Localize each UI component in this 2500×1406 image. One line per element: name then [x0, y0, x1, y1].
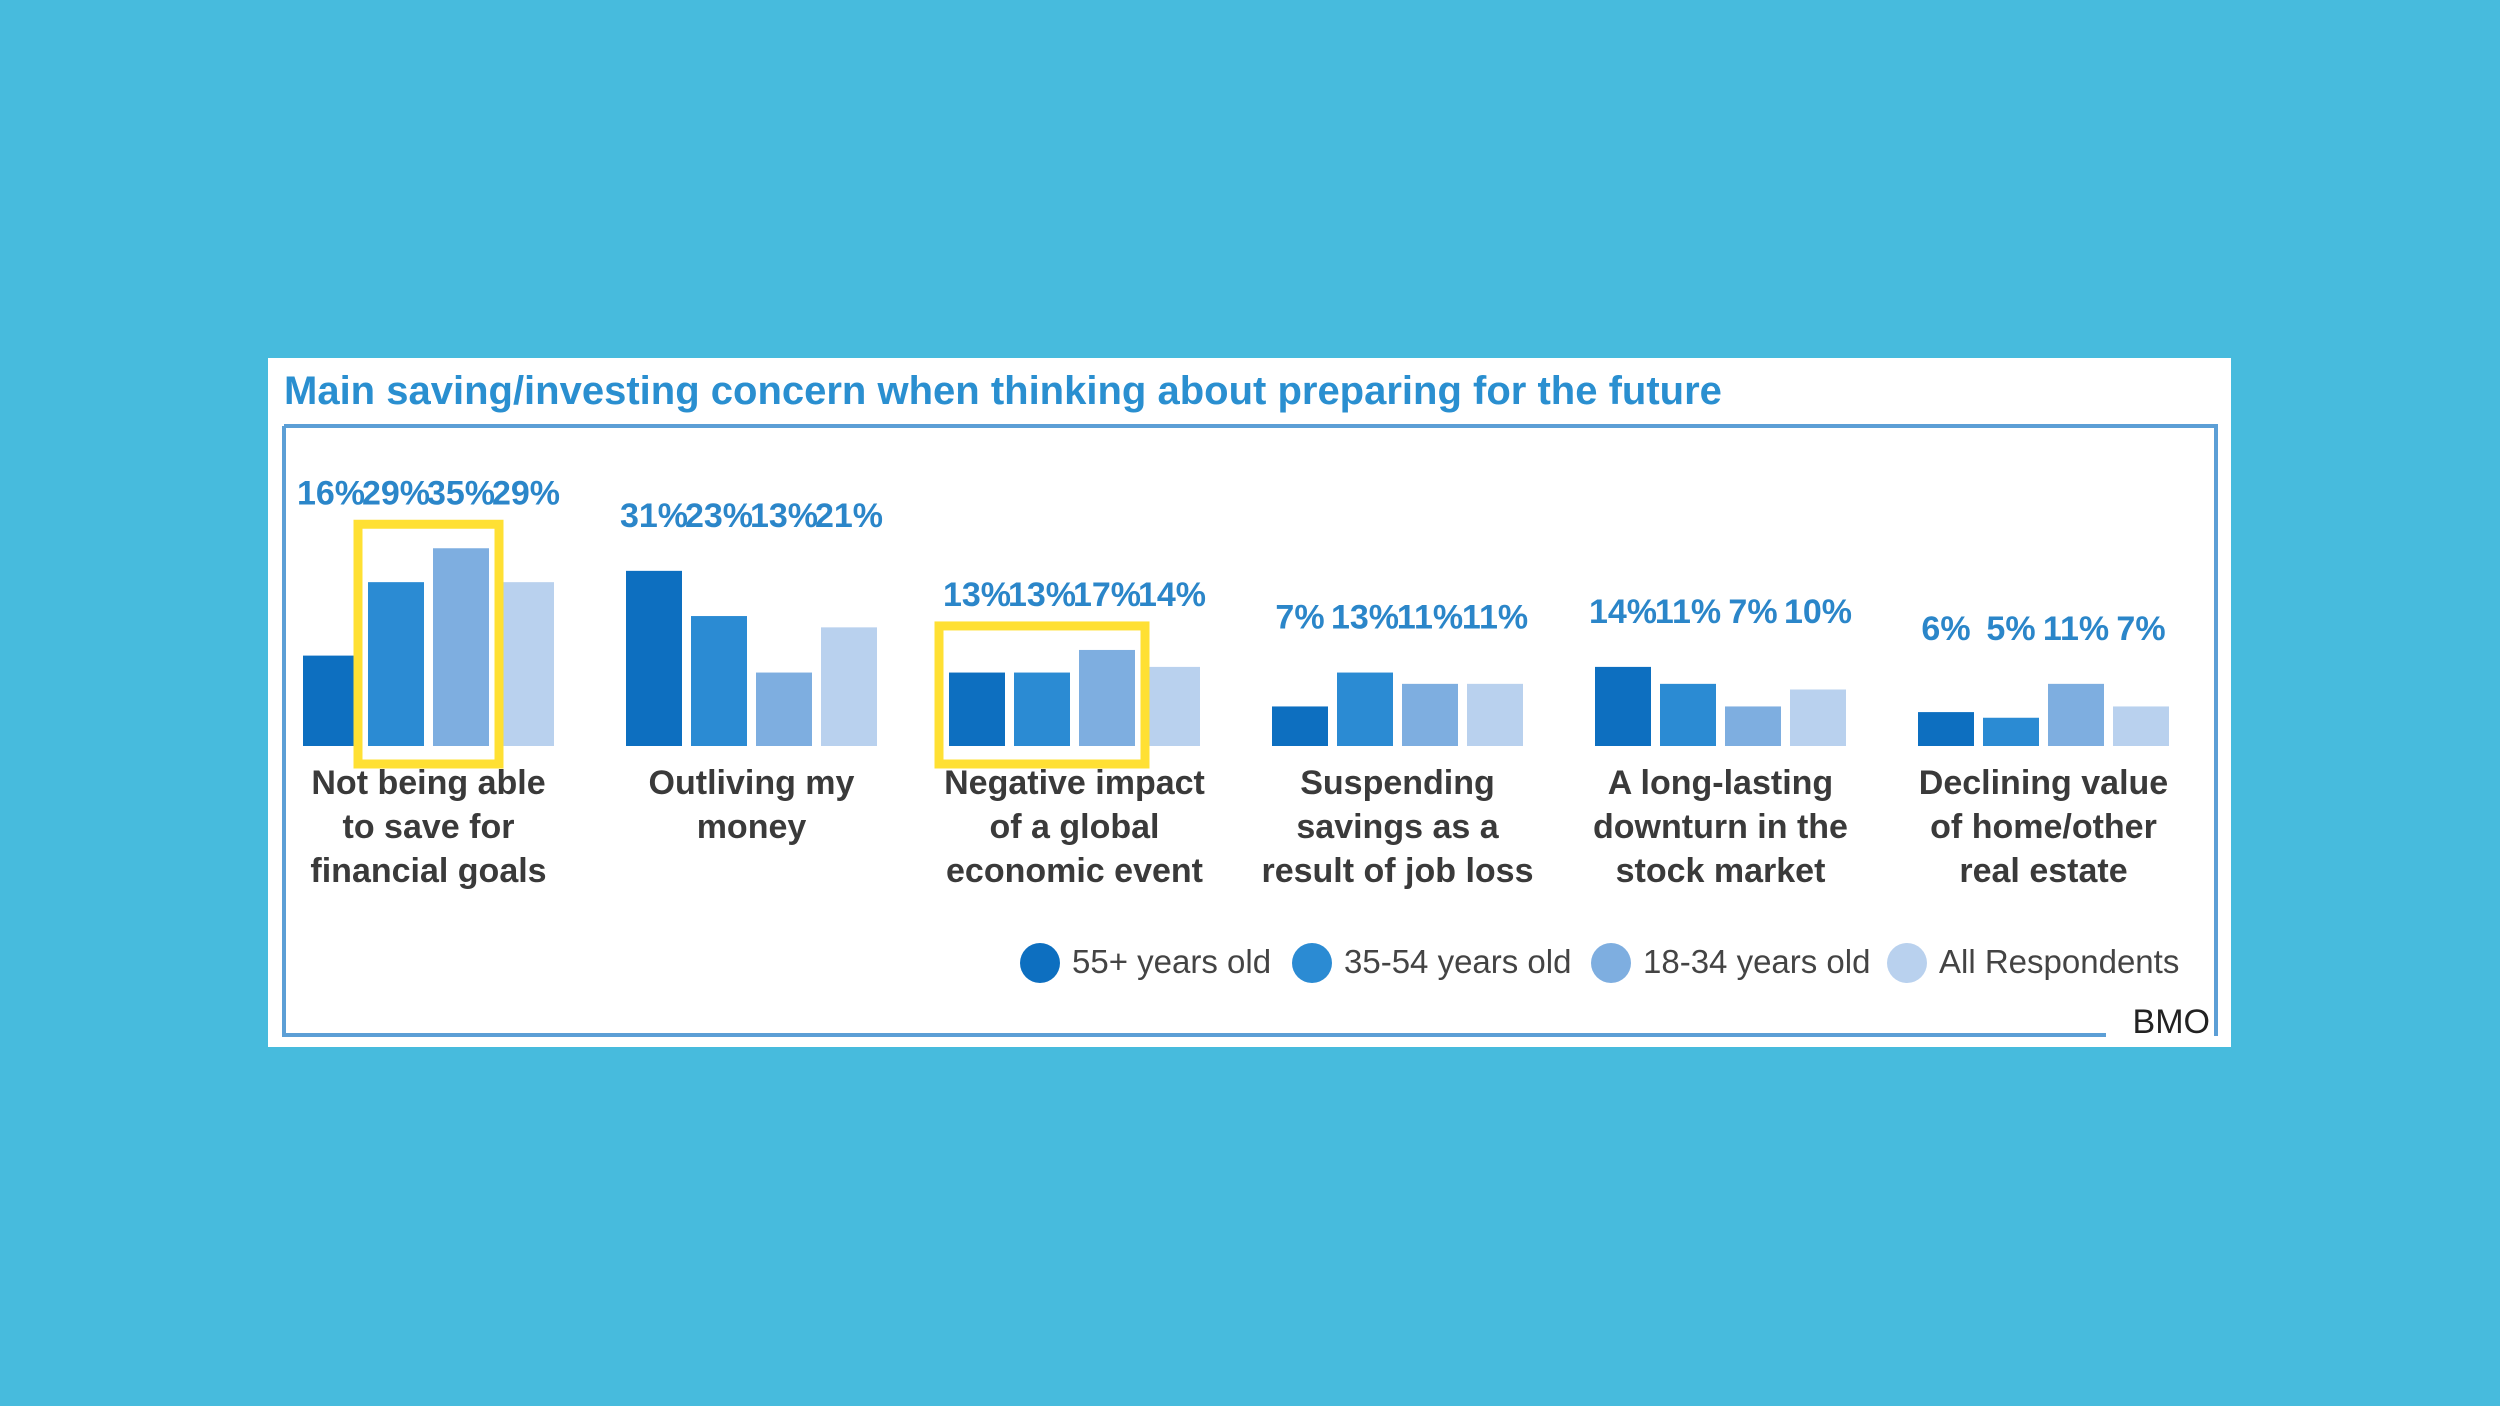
value-label: 13%	[1331, 599, 1399, 637]
value-label: 11%	[1655, 593, 1721, 631]
value-label: 10%	[1784, 593, 1852, 631]
highlight-box	[353, 519, 504, 769]
legend-label: 55+ years old	[1072, 943, 1271, 980]
bar	[1660, 683, 1716, 746]
bar	[1014, 672, 1070, 746]
value-label: 17%	[1073, 576, 1141, 614]
value-label: 5%	[1986, 610, 2035, 648]
chart-card: Main saving/investing concern when think…	[268, 358, 2231, 1047]
legend-swatch	[1292, 943, 1332, 983]
legend-swatch	[1591, 943, 1631, 983]
legend-swatch	[1887, 943, 1927, 983]
value-label: 35%	[427, 474, 495, 512]
value-label: 11%	[1397, 599, 1463, 637]
highlights-layer	[353, 519, 1150, 769]
bar	[498, 582, 554, 746]
bar	[1918, 712, 1974, 746]
value-label: 16%	[297, 474, 365, 512]
category-label: Outliving my money	[649, 764, 855, 846]
value-label: 7%	[1275, 599, 1324, 637]
bar	[303, 655, 359, 746]
bar	[691, 616, 747, 746]
bar	[1144, 666, 1200, 746]
bar	[2048, 683, 2104, 746]
legend: 55+ years old 35-54 years old 18-34 years …	[1020, 943, 2179, 983]
value-label: 7%	[2116, 610, 2165, 648]
category-label: Negative impact of a global economic event	[944, 764, 1205, 890]
bar	[1725, 706, 1781, 746]
value-label: 11%	[2043, 610, 2109, 648]
bar	[949, 672, 1005, 746]
value-label: 14%	[1138, 576, 1206, 614]
value-label: 23%	[685, 497, 753, 535]
bars-layer	[303, 548, 2169, 746]
bar	[1402, 683, 1458, 746]
highlight-box	[934, 621, 1150, 769]
category-label: Not being able to save for financial goals	[310, 764, 546, 890]
legend-label: All Respondents	[1939, 943, 2179, 980]
bar	[1467, 683, 1523, 746]
value-label: 13%	[943, 576, 1011, 614]
bar-chart: Main saving/investing concern when think…	[282, 369, 2218, 1041]
bar	[1595, 666, 1651, 746]
legend-swatch	[1020, 943, 1060, 983]
legend-label: 35-54 years old	[1344, 943, 1571, 980]
bar	[756, 672, 812, 746]
source-label: BMO	[2133, 1003, 2210, 1041]
category-label: Declining value of home/other real estate	[1919, 764, 2168, 890]
bar	[2113, 706, 2169, 746]
value-label: 13%	[1008, 576, 1076, 614]
value-label: 11%	[1462, 599, 1528, 637]
value-label: 7%	[1728, 593, 1777, 631]
bar	[368, 582, 424, 746]
value-label: 14%	[1589, 593, 1657, 631]
category-labels-layer: Not being able to save for financial goals…	[310, 764, 2168, 890]
value-label: 29%	[492, 474, 560, 512]
bar	[1272, 706, 1328, 746]
bar	[626, 570, 682, 746]
category-label: A long-lasting downturn in the stock marke…	[1593, 764, 1848, 890]
bar	[433, 548, 489, 746]
value-label: 31%	[620, 497, 688, 535]
bar	[1079, 649, 1135, 746]
chart-frame	[282, 424, 2218, 1037]
chart-title: Main saving/investing concern when think…	[284, 369, 1722, 413]
value-labels-layer: 16%29%35%29%31%23%13%21%13%13%17%14%7% 13…	[297, 474, 2166, 648]
bar	[821, 627, 877, 746]
bar	[1790, 689, 1846, 746]
bar	[1983, 717, 2039, 746]
category-label: Suspending savings as a result of job loss	[1261, 764, 1533, 890]
value-label: 21%	[815, 497, 883, 535]
bar	[1337, 672, 1393, 746]
legend-label: 18-34 years old	[1643, 943, 1870, 980]
value-label: 6%	[1921, 610, 1970, 648]
value-label: 29%	[362, 474, 430, 512]
value-label: 13%	[750, 497, 818, 535]
